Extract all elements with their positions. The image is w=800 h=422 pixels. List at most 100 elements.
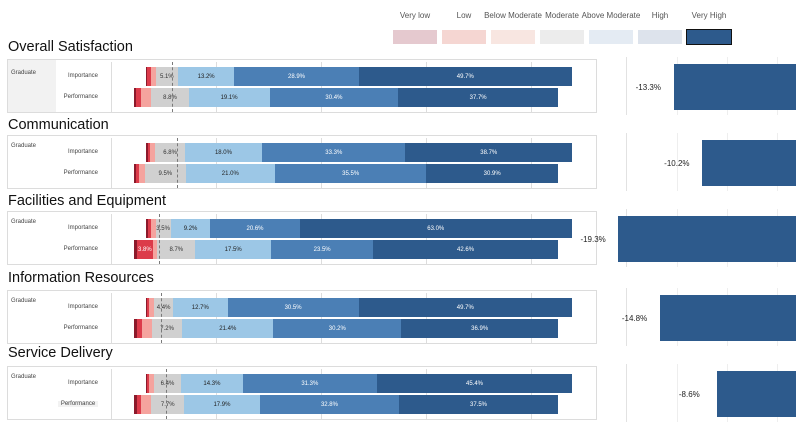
legend-item[interactable]: Below Moderate bbox=[484, 0, 542, 46]
bar-segment bbox=[154, 298, 174, 317]
gridline bbox=[426, 62, 427, 112]
legend-swatch[interactable] bbox=[491, 30, 535, 44]
gap-value-label: -8.6% bbox=[678, 390, 700, 399]
legend-item[interactable]: Very low bbox=[390, 0, 440, 46]
gridline bbox=[531, 214, 532, 264]
legend-swatch[interactable] bbox=[589, 30, 633, 44]
legend-item[interactable]: Moderate bbox=[537, 0, 587, 46]
row-label: Importance bbox=[67, 73, 98, 79]
reference-line bbox=[161, 293, 162, 343]
gridline bbox=[321, 62, 322, 112]
group-label: Graduate bbox=[11, 219, 37, 225]
section-title: Communication bbox=[8, 117, 109, 133]
data-label: 7.7% bbox=[160, 402, 175, 408]
gridline bbox=[216, 214, 217, 264]
bar-segment bbox=[401, 319, 558, 338]
bar-segment bbox=[269, 88, 399, 107]
gridline bbox=[426, 214, 427, 264]
legend-item[interactable]: High bbox=[635, 0, 685, 46]
data-label: 6.8% bbox=[163, 150, 177, 156]
data-label: 28.9% bbox=[288, 74, 306, 80]
data-label: 8.7% bbox=[169, 247, 184, 253]
data-label: 63.0% bbox=[427, 226, 445, 232]
row-label: Importance bbox=[67, 380, 98, 386]
data-label: 13.2% bbox=[197, 74, 215, 80]
group-cell: Graduate bbox=[8, 367, 56, 419]
bar-segment bbox=[262, 143, 406, 162]
data-label: 17.9% bbox=[213, 402, 231, 408]
bar-segment bbox=[426, 164, 558, 183]
section-title: Overall Satisfaction bbox=[8, 39, 133, 55]
bar-segment bbox=[185, 164, 276, 183]
gridline bbox=[216, 369, 217, 419]
bar-segment bbox=[134, 88, 137, 107]
legend-label: High bbox=[651, 10, 669, 20]
data-label: 14.3% bbox=[203, 381, 221, 387]
group-label: Graduate bbox=[11, 298, 37, 304]
gridline bbox=[111, 369, 112, 419]
bar-segment bbox=[146, 143, 148, 162]
gap-gridline bbox=[677, 133, 678, 191]
section-panel: Graduate Importance 4.4% 12.7% 30.5% 49.7% Per… bbox=[7, 290, 597, 344]
section-panel: Graduate Importance 3.5% 9.2% 20.6% 63.0% Perf… bbox=[7, 211, 597, 265]
bar-segment bbox=[136, 88, 142, 107]
gridline bbox=[216, 62, 217, 112]
bar-segment bbox=[184, 143, 263, 162]
section-panel: Graduate Importance 6.8% 18.0% 33.3% 38.7% Per… bbox=[7, 135, 597, 189]
gridline bbox=[531, 138, 532, 188]
data-label: 35.5% bbox=[342, 171, 360, 177]
data-label: 37.5% bbox=[469, 402, 488, 408]
bar-segment bbox=[195, 240, 272, 259]
row-label: Importance bbox=[67, 304, 98, 310]
legend-swatch[interactable] bbox=[638, 30, 682, 44]
bar-segment bbox=[184, 395, 260, 414]
data-label: 9.2% bbox=[183, 226, 198, 232]
legend-swatch[interactable] bbox=[540, 30, 584, 44]
bar-segment bbox=[358, 67, 572, 86]
bar-segment bbox=[147, 67, 151, 86]
reference-line bbox=[177, 138, 178, 188]
gridline bbox=[111, 214, 112, 264]
group-label: Graduate bbox=[11, 374, 37, 380]
section-title: Facilities and Equipment bbox=[8, 193, 166, 209]
bar-segment bbox=[170, 219, 211, 238]
data-label: 5.1% bbox=[159, 74, 174, 80]
data-label: 17.5% bbox=[224, 247, 242, 253]
data-label: 30.4% bbox=[325, 95, 343, 101]
data-label: 19.1% bbox=[220, 95, 238, 101]
gap-value-label: -10.2% bbox=[664, 159, 690, 168]
gridline bbox=[531, 62, 532, 112]
data-label: 3.5% bbox=[156, 226, 170, 232]
bar-segment bbox=[399, 395, 558, 414]
data-label: 32.8% bbox=[320, 402, 338, 408]
legend-item[interactable]: Very High bbox=[684, 0, 734, 46]
row-label: Importance bbox=[67, 149, 98, 155]
data-label: 12.7% bbox=[191, 305, 209, 311]
data-label: 6.4% bbox=[160, 381, 175, 387]
group-cell: Graduate bbox=[8, 291, 56, 343]
group-label: Graduate bbox=[11, 70, 37, 76]
bar-segment bbox=[145, 164, 186, 183]
gridline bbox=[216, 138, 217, 188]
bar-segment bbox=[275, 164, 427, 183]
gap-value-label: -14.8% bbox=[621, 314, 648, 323]
legend: Very low Low Below Moderate Moderate Above M… bbox=[390, 0, 740, 48]
legend-swatch[interactable] bbox=[686, 29, 732, 45]
bar-segment bbox=[377, 374, 572, 393]
data-label: 30.2% bbox=[328, 326, 346, 332]
gridline bbox=[426, 369, 427, 419]
row-label: Performance bbox=[58, 401, 98, 407]
bar-segment bbox=[147, 143, 151, 162]
legend-item[interactable]: Low bbox=[439, 0, 489, 46]
data-label: 4.4% bbox=[156, 305, 171, 311]
bar-segment bbox=[188, 88, 270, 107]
bar-segment bbox=[146, 219, 148, 238]
legend-swatch[interactable] bbox=[393, 30, 437, 44]
bar-segment bbox=[151, 319, 183, 338]
reference-line bbox=[159, 214, 160, 264]
data-label: 30.5% bbox=[284, 305, 302, 311]
legend-item[interactable]: Above Moderate bbox=[582, 0, 640, 46]
bar-segment bbox=[138, 164, 146, 183]
legend-swatch[interactable] bbox=[442, 30, 486, 44]
reference-line bbox=[172, 62, 173, 112]
